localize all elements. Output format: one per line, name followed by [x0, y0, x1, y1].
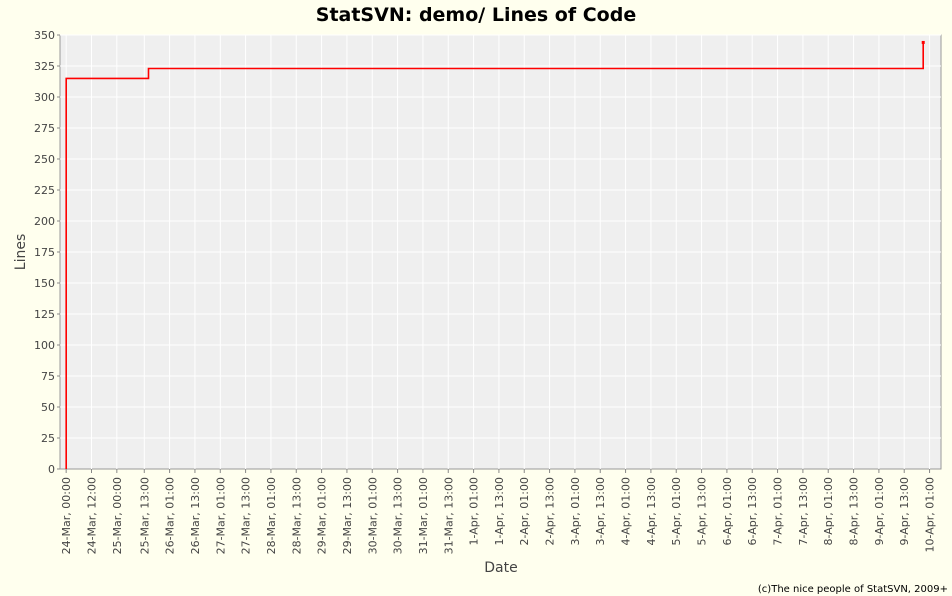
x-tick-label: 7-Apr, 01:00 — [772, 477, 785, 545]
y-tick-label: 300 — [34, 91, 55, 104]
y-tick-label: 250 — [34, 153, 55, 166]
x-tick-label: 28-Mar, 13:00 — [290, 477, 303, 554]
x-tick-label: 8-Apr, 01:00 — [822, 477, 835, 545]
chart-title: StatSVN: demo/ Lines of Code — [316, 4, 636, 26]
x-tick-label: 25-Mar, 00:00 — [111, 477, 124, 554]
x-tick-label: 1-Apr, 01:00 — [468, 477, 481, 545]
x-tick-label: 29-Mar, 13:00 — [341, 477, 354, 554]
y-tick-label: 75 — [41, 370, 55, 383]
x-tick-label: 7-Apr, 13:00 — [797, 477, 810, 545]
x-tick-label: 4-Apr, 01:00 — [620, 477, 633, 545]
y-tick-label: 25 — [41, 432, 55, 445]
x-tick-label: 27-Mar, 13:00 — [240, 477, 253, 554]
gridlines — [60, 34, 941, 469]
series-layer — [65, 40, 925, 469]
x-tick-label: 9-Apr, 01:00 — [873, 477, 886, 545]
y-axis-title: Lines — [13, 234, 29, 270]
x-tick-label: 3-Apr, 01:00 — [569, 477, 582, 545]
x-tick-label: 25-Mar, 13:00 — [138, 477, 151, 554]
x-tick-label: 5-Apr, 13:00 — [696, 477, 709, 545]
y-tick-label: 125 — [34, 308, 55, 321]
x-tick-label: 4-Apr, 13:00 — [645, 477, 658, 545]
x-tick-label: 31-Mar, 01:00 — [417, 477, 430, 554]
x-axis: 24-Mar, 00:00 24-Mar, 12:00 25-Mar, 00:00 2… — [60, 469, 937, 554]
x-tick-label: 31-Mar, 13:00 — [442, 477, 455, 554]
x-tick-label: 9-Apr, 13:00 — [898, 477, 911, 545]
x-tick-label: 26-Mar, 13:00 — [189, 477, 202, 554]
x-tick-label: 8-Apr, 13:00 — [848, 477, 861, 545]
x-tick-label: 6-Apr, 13:00 — [746, 477, 759, 545]
x-tick-label: 28-Mar, 01:00 — [265, 477, 278, 554]
x-tick-label: 5-Apr, 01:00 — [670, 477, 683, 545]
y-tick-label: 200 — [34, 215, 55, 228]
y-tick-label: 100 — [34, 339, 55, 352]
x-tick-label: 30-Mar, 01:00 — [366, 477, 379, 554]
y-tick-label: 325 — [34, 60, 55, 73]
x-tick-label: 27-Mar, 01:00 — [214, 477, 227, 554]
x-tick-label: 24-Mar, 12:00 — [85, 477, 98, 554]
x-tick-label: 26-Mar, 01:00 — [164, 477, 177, 554]
x-tick-label: 24-Mar, 00:00 — [60, 477, 73, 554]
x-tick-label: 2-Apr, 01:00 — [518, 477, 531, 545]
y-tick-label: 275 — [34, 122, 55, 135]
y-tick-label: 0 — [48, 463, 55, 476]
x-tick-label: 6-Apr, 01:00 — [721, 477, 734, 545]
y-tick-label: 150 — [34, 277, 55, 290]
y-tick-label: 350 — [34, 29, 55, 42]
x-tick-label: 10-Apr, 01:00 — [924, 477, 937, 552]
y-tick-label: 175 — [34, 246, 55, 259]
credit-text: (c)The nice people of StatSVN, 2009+ — [758, 584, 948, 595]
series-end-point — [921, 40, 925, 44]
x-tick-label: 30-Mar, 13:00 — [392, 477, 405, 554]
y-tick-label: 50 — [41, 401, 55, 414]
x-tick-label: 29-Mar, 01:00 — [316, 477, 329, 554]
lines-of-code-series — [65, 42, 925, 469]
y-axis: 0 25 50 75 100 125 150 175 200 225 250 275 300 325 350 — [34, 29, 60, 476]
x-axis-title: Date — [484, 560, 517, 576]
x-tick-label: 2-Apr, 13:00 — [544, 477, 557, 545]
y-tick-label: 225 — [34, 184, 55, 197]
x-tick-label: 1-Apr, 13:00 — [493, 477, 506, 545]
x-tick-label: 3-Apr, 13:00 — [594, 477, 607, 545]
